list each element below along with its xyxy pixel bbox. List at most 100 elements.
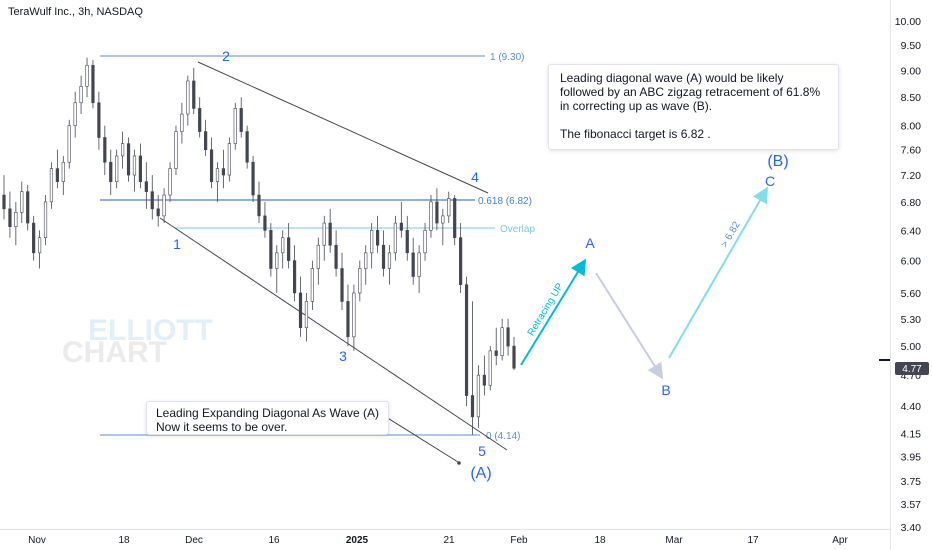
candle-body <box>275 252 279 269</box>
candle-body <box>470 395 475 418</box>
candle-body <box>292 260 297 294</box>
crosshair-marker <box>879 359 890 361</box>
y-tick-label: 3.40 <box>901 522 922 534</box>
y-tick-label: 3.57 <box>901 499 922 511</box>
wave-label-1: 1 <box>173 236 181 252</box>
x-tick-label: 17 <box>747 535 759 546</box>
retracing-up-label: Retracing UP <box>526 281 566 338</box>
candle-body <box>310 268 314 302</box>
candle-body <box>43 201 48 239</box>
candle-body <box>251 161 255 196</box>
wave-label-4: 4 <box>471 169 479 185</box>
candle-body <box>174 131 178 169</box>
candle-body <box>239 108 243 132</box>
candle-body <box>405 230 409 254</box>
candle-body <box>49 168 54 203</box>
x-tick-label: Mar <box>665 535 683 546</box>
candle-body <box>459 237 463 285</box>
x-tick-label: Feb <box>510 535 528 546</box>
candle-body <box>494 350 498 356</box>
x-tick-label: Nov <box>28 535 46 546</box>
candle-body <box>287 237 291 261</box>
y-tick-label: 6.80 <box>901 197 922 209</box>
candle-body <box>488 350 492 386</box>
wave-label-5: 5 <box>478 443 486 459</box>
candle-body <box>423 230 427 254</box>
diagonal-lower-trendline <box>159 217 508 451</box>
candle-body <box>32 222 36 254</box>
x-tick-label: Dec <box>185 535 203 546</box>
candle-body <box>393 222 397 254</box>
candle-body <box>269 230 273 269</box>
candle-body <box>73 102 77 126</box>
candle-body <box>245 131 249 163</box>
wave-label-A: A <box>585 235 595 251</box>
candle-body <box>281 237 285 254</box>
candle-body <box>20 191 24 213</box>
candle-body <box>85 64 89 87</box>
candle-body <box>67 125 71 163</box>
candle-body <box>14 212 18 227</box>
candle-body <box>476 374 481 418</box>
x-tick-label: 2025 <box>346 535 369 546</box>
candle-body <box>411 252 415 277</box>
candle-body <box>115 155 119 182</box>
wave-label-B: B <box>661 382 670 398</box>
candle-body <box>2 194 6 210</box>
candle-body <box>233 108 237 144</box>
candle-body <box>55 168 59 182</box>
x-tick-label: 16 <box>268 535 280 546</box>
x-tick-label: Apr <box>832 535 848 546</box>
wave-label-B-paren: (B) <box>767 153 788 170</box>
candle-body <box>227 143 231 176</box>
candle-body <box>198 108 202 132</box>
candle-body <box>132 155 137 176</box>
projection-arrow-c <box>668 186 769 359</box>
y-tick-label: 7.60 <box>901 145 922 157</box>
candle-body <box>352 292 356 338</box>
callout-dot <box>457 461 461 465</box>
wave-label-3: 3 <box>339 348 347 364</box>
candle-body <box>334 244 338 269</box>
candle-body <box>435 201 439 224</box>
y-tick-label: 8.00 <box>901 121 922 133</box>
y-tick-label: 6.40 <box>901 225 922 237</box>
candle-body <box>376 230 380 246</box>
last-price-badge <box>895 362 929 375</box>
candle-body <box>441 215 445 224</box>
y-tick-label: 4.40 <box>901 401 922 413</box>
projection-arrow-a <box>520 258 587 366</box>
candle-body <box>138 155 142 182</box>
wave-label-2: 2 <box>222 48 230 64</box>
candle-body <box>257 194 261 217</box>
candle-body <box>263 215 267 231</box>
fib-label-100: 1 (9.30) <box>490 52 524 63</box>
candle-body <box>464 284 469 396</box>
candle-body <box>453 198 457 239</box>
y-tick-label: 5.30 <box>901 314 922 326</box>
x-tick-label: 18 <box>594 535 606 546</box>
y-tick-label: 9.00 <box>901 65 922 77</box>
candle-body <box>358 268 362 294</box>
candle-body <box>387 252 392 269</box>
projection-arrow-b <box>595 272 664 380</box>
candle-body <box>512 345 516 369</box>
candle-body <box>322 222 326 246</box>
candle-body <box>399 222 403 231</box>
candle-body <box>168 168 172 196</box>
note-top[interactable]: Leading diagonal wave (A) would be likel… <box>548 64 839 150</box>
candle-body <box>192 80 196 109</box>
candle-body <box>186 80 190 115</box>
candle-body <box>215 168 220 182</box>
wave-label-A-paren: (A) <box>470 465 491 482</box>
note-bottom[interactable]: Leading Expanding Diagonal As Wave (A) N… <box>146 401 389 435</box>
candles <box>2 57 516 435</box>
chart-title: TeraWulf Inc., 3h, NASDAQ <box>8 6 143 18</box>
candle-body <box>364 252 368 269</box>
y-tick-label: 3.95 <box>901 452 922 464</box>
candle-body <box>103 137 107 163</box>
callout-pointer <box>377 411 459 463</box>
y-tick-label: 5.60 <box>901 288 922 300</box>
y-tick-label: 8.50 <box>901 92 922 104</box>
